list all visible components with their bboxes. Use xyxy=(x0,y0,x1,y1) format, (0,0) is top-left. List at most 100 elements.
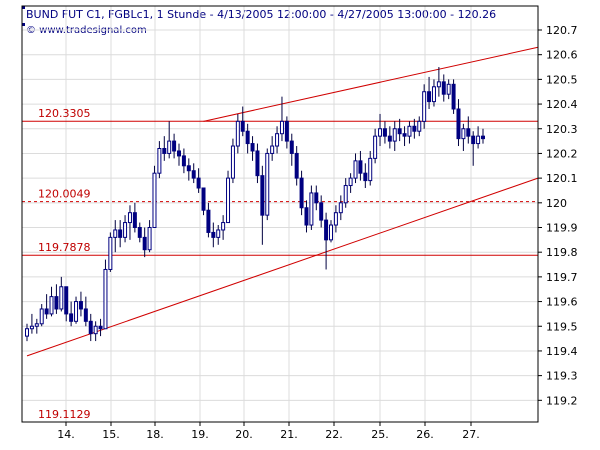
candle xyxy=(64,286,69,322)
y-tick-label: 119.4 xyxy=(546,345,578,358)
candle-body xyxy=(476,135,481,145)
candle-body xyxy=(83,308,88,322)
candle xyxy=(471,131,476,166)
candle xyxy=(49,286,54,317)
candle-body xyxy=(74,301,79,322)
candle xyxy=(466,116,471,144)
y-tick-label: 119.3 xyxy=(546,370,578,383)
candle-body xyxy=(461,128,466,140)
candle xyxy=(304,200,309,233)
candle xyxy=(348,173,353,193)
candle-body xyxy=(314,192,319,204)
candle xyxy=(226,170,231,224)
horizontal-levels: 120.3305 120.0049 119.7878 119.1129 xyxy=(22,107,538,421)
candle xyxy=(279,96,284,142)
candle-body xyxy=(299,177,304,209)
candle xyxy=(294,146,299,186)
x-tick-label: 18. xyxy=(146,428,164,441)
candle-body xyxy=(191,170,196,179)
candle xyxy=(25,323,29,342)
candle xyxy=(422,84,427,129)
candle xyxy=(118,220,123,248)
y-tick-label: 120.4 xyxy=(546,98,578,111)
candle xyxy=(88,313,93,342)
candle xyxy=(265,148,270,221)
candle xyxy=(34,318,39,334)
candle xyxy=(378,113,383,147)
candle xyxy=(216,225,221,245)
candle-body xyxy=(118,229,123,238)
candle-body xyxy=(25,328,29,337)
candle xyxy=(93,321,98,342)
trendline xyxy=(26,177,539,357)
x-tick-label: 25. xyxy=(371,428,389,441)
candle xyxy=(221,215,226,240)
candle xyxy=(177,143,181,166)
candle-body xyxy=(353,160,358,179)
level-label: 119.7878 xyxy=(38,241,91,254)
candle-body xyxy=(446,83,451,95)
y-tick-label: 119.2 xyxy=(546,394,578,407)
candle xyxy=(250,136,255,161)
candle xyxy=(255,143,260,184)
candle-body xyxy=(113,229,118,238)
candle-body xyxy=(181,155,186,167)
candle xyxy=(172,133,177,159)
candle-body xyxy=(59,286,64,310)
candle-body xyxy=(422,91,427,122)
candle xyxy=(157,141,162,179)
candle-body xyxy=(412,125,417,132)
candle-body xyxy=(333,212,338,226)
candle xyxy=(392,121,397,151)
candle xyxy=(373,128,378,164)
candle xyxy=(456,99,461,147)
candle xyxy=(152,165,157,228)
x-tick-label: 27. xyxy=(462,428,480,441)
candle xyxy=(235,113,240,154)
candle xyxy=(191,163,196,184)
candle-body xyxy=(397,128,402,135)
x-tick-label: 26. xyxy=(416,428,434,441)
candle-body xyxy=(431,86,436,103)
candle-body xyxy=(49,296,54,315)
x-tick-label: 19. xyxy=(191,428,209,441)
candle xyxy=(368,150,373,186)
y-tick-label: 120.7 xyxy=(546,24,578,37)
candle-body xyxy=(226,177,231,224)
candle xyxy=(446,79,451,100)
y-tick-label: 120.1 xyxy=(546,172,578,185)
x-tick-label: 14. xyxy=(57,428,75,441)
candle xyxy=(39,304,44,327)
candle xyxy=(29,313,34,334)
candle xyxy=(319,195,324,228)
candle xyxy=(407,121,412,144)
x-tick-label: 20. xyxy=(235,428,253,441)
level-label: 120.0049 xyxy=(38,188,91,201)
candle-body xyxy=(275,133,280,147)
chart-title: BUND FUT C1, FGBLc1, 1 Stunde - 4/13/200… xyxy=(26,8,496,21)
candle xyxy=(436,67,441,97)
candle xyxy=(162,136,167,161)
trendline xyxy=(203,46,539,122)
level-label: 120.3305 xyxy=(38,107,91,120)
candle xyxy=(289,133,294,166)
candle xyxy=(275,126,280,154)
candle-body xyxy=(348,177,353,187)
candle xyxy=(309,185,314,230)
candle xyxy=(201,187,206,216)
candle xyxy=(230,138,235,184)
x-tick-label: 21. xyxy=(280,428,298,441)
candle-body xyxy=(103,268,108,330)
candle-body xyxy=(294,152,299,179)
candle-body xyxy=(245,130,250,145)
candle-body xyxy=(29,325,34,330)
candle xyxy=(113,220,118,253)
y-tick-label: 120 xyxy=(546,197,567,210)
candle xyxy=(260,165,265,245)
candle-body xyxy=(284,120,289,142)
candle xyxy=(127,205,132,240)
candle xyxy=(387,126,392,149)
candle xyxy=(147,220,152,253)
y-tick-label: 119.5 xyxy=(546,320,578,333)
candle-body xyxy=(436,81,441,88)
